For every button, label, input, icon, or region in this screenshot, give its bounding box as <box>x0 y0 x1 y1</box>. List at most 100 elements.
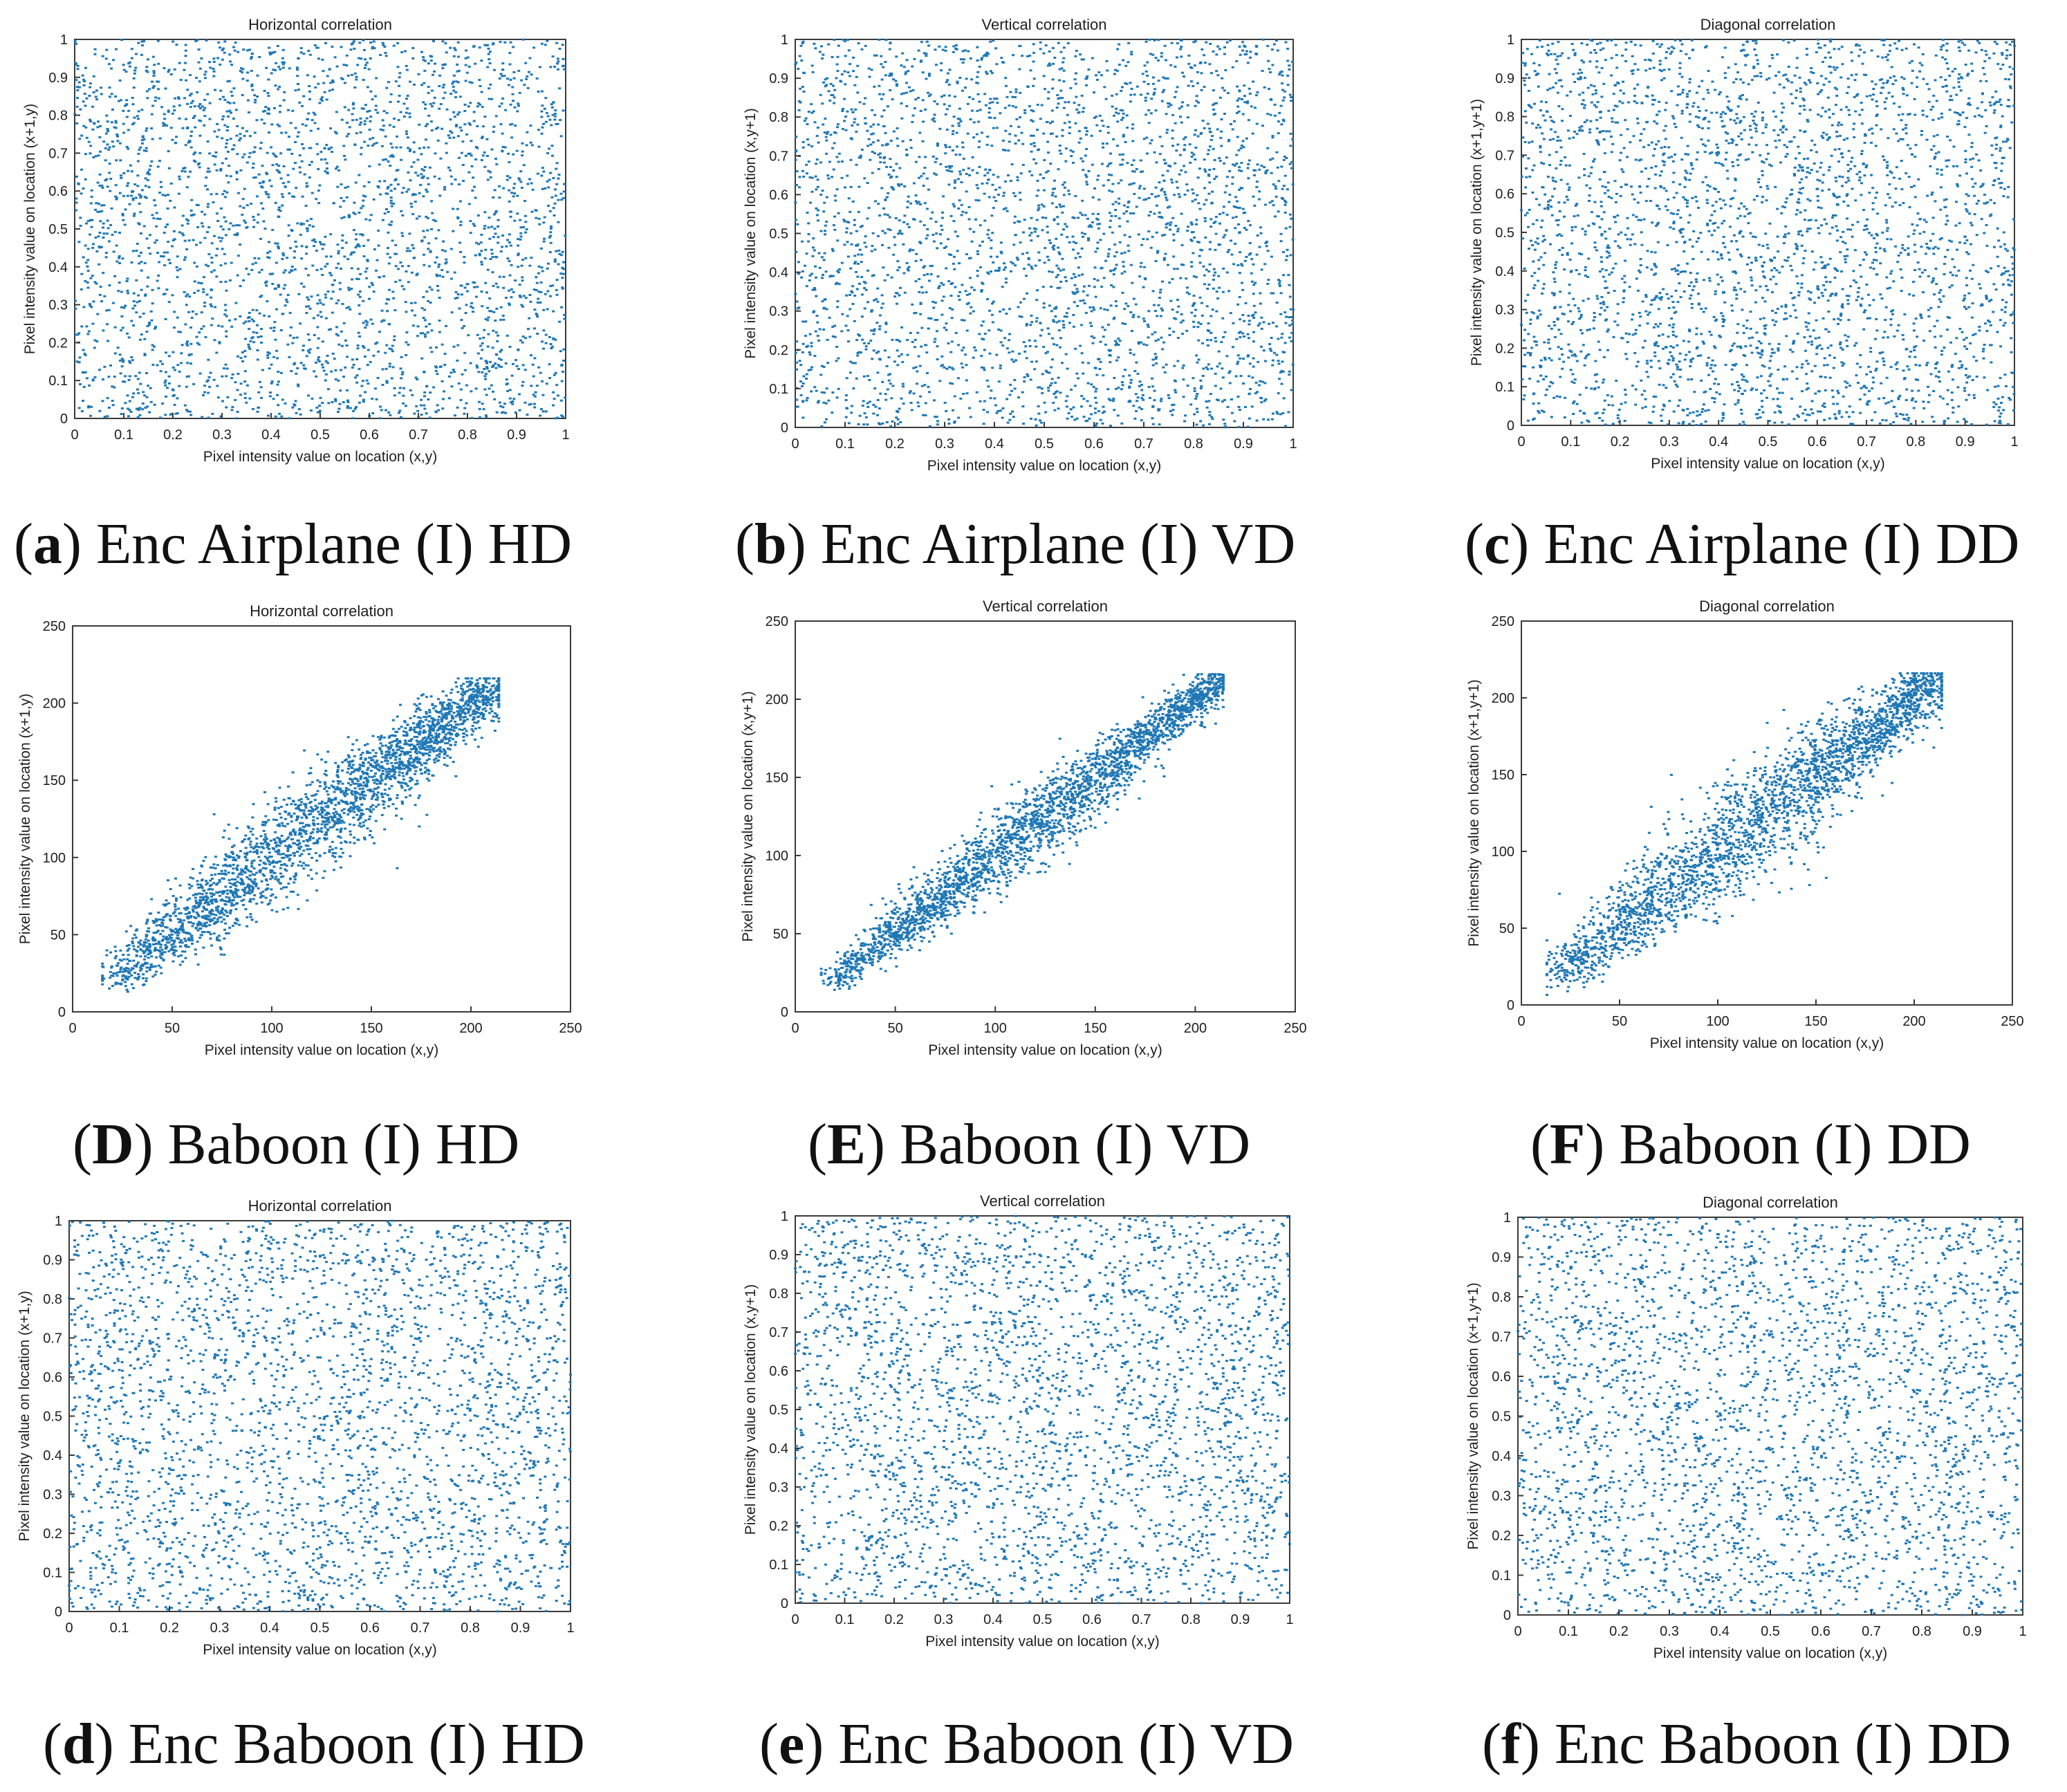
data-point <box>363 255 366 257</box>
data-point <box>1260 232 1263 234</box>
data-point <box>831 412 833 414</box>
data-point <box>915 260 918 262</box>
data-point <box>309 147 312 149</box>
data-point <box>548 377 551 379</box>
data-point <box>425 385 428 387</box>
data-point <box>307 50 310 52</box>
data-point <box>1040 422 1043 424</box>
data-point <box>420 405 423 407</box>
data-point <box>1066 225 1068 228</box>
data-point <box>1118 217 1121 219</box>
data-point <box>947 418 950 421</box>
data-point <box>1057 274 1059 276</box>
data-point <box>397 183 400 185</box>
data-point <box>264 281 267 284</box>
data-point <box>970 118 972 120</box>
data-point <box>1272 204 1275 206</box>
data-point <box>452 208 454 210</box>
data-point <box>77 241 80 243</box>
data-point <box>1008 308 1011 310</box>
data-point <box>91 196 93 198</box>
data-point <box>1144 113 1147 116</box>
data-point <box>111 207 113 210</box>
data-point <box>122 380 124 382</box>
data-point <box>436 285 439 287</box>
data-point <box>174 142 177 144</box>
data-point <box>447 134 450 136</box>
data-point <box>115 261 118 263</box>
data-point <box>1233 205 1236 207</box>
data-point <box>1171 129 1174 131</box>
data-point <box>1267 60 1270 62</box>
data-point <box>896 260 899 262</box>
data-point <box>998 267 1001 269</box>
data-point <box>1030 239 1032 241</box>
data-point <box>1176 268 1179 270</box>
data-point <box>490 226 493 228</box>
data-point <box>212 201 215 203</box>
data-point <box>1271 364 1274 367</box>
data-point <box>499 319 502 321</box>
data-point <box>119 360 122 362</box>
data-point <box>178 62 181 64</box>
data-point <box>364 355 367 358</box>
data-point <box>87 220 90 222</box>
data-point <box>549 251 552 253</box>
data-point <box>98 154 100 156</box>
data-point <box>1043 159 1046 161</box>
data-point <box>875 352 878 354</box>
data-point <box>1144 278 1147 280</box>
data-point <box>129 400 131 403</box>
data-point <box>457 135 460 137</box>
data-point <box>136 174 139 176</box>
data-point <box>542 123 545 125</box>
data-point <box>480 250 483 252</box>
data-point <box>952 203 955 205</box>
data-point <box>394 281 397 283</box>
data-point <box>535 217 537 219</box>
data-point <box>881 79 884 81</box>
data-point <box>845 394 848 396</box>
data-point <box>1142 343 1145 345</box>
data-point <box>246 80 249 82</box>
data-point <box>508 190 510 192</box>
data-point <box>1163 159 1166 161</box>
data-point <box>1281 82 1283 84</box>
data-point <box>280 178 283 180</box>
data-point <box>988 237 990 239</box>
data-point <box>1263 86 1266 89</box>
data-point <box>75 64 77 66</box>
data-point <box>1255 46 1258 48</box>
data-point <box>1287 411 1290 413</box>
data-point <box>861 293 864 295</box>
data-point <box>906 206 909 208</box>
data-point <box>1085 133 1088 136</box>
data-point <box>1042 177 1045 179</box>
data-point <box>232 373 234 376</box>
data-point <box>882 66 884 68</box>
data-point <box>248 156 251 158</box>
data-point <box>1107 255 1110 257</box>
data-point <box>163 232 166 234</box>
data-point <box>295 89 297 91</box>
data-point <box>979 66 981 68</box>
data-point <box>203 305 206 307</box>
data-point <box>1190 266 1193 268</box>
data-point <box>427 62 430 64</box>
data-point <box>472 311 474 313</box>
data-point <box>287 174 290 176</box>
data-point <box>502 319 505 321</box>
data-point <box>961 367 964 369</box>
data-point <box>868 68 871 70</box>
data-point <box>1111 95 1113 97</box>
data-point <box>1102 125 1105 127</box>
data-point <box>1177 306 1180 308</box>
data-point <box>143 225 146 228</box>
data-point <box>239 394 242 396</box>
data-point <box>137 378 140 380</box>
data-point <box>196 226 199 228</box>
data-point <box>1152 364 1155 367</box>
data-point <box>328 90 331 92</box>
data-point <box>541 270 544 273</box>
data-point <box>1035 265 1037 267</box>
